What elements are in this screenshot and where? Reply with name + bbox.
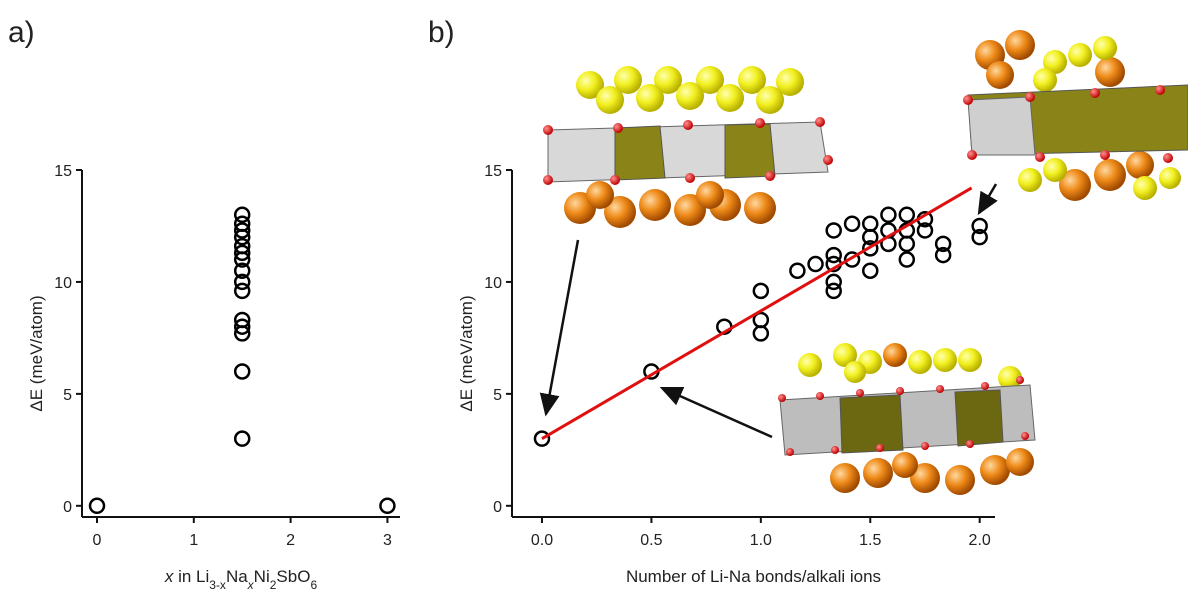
data-point: [379, 497, 396, 515]
data-point: [233, 430, 251, 447]
y-axis-label: ΔE (meV/atom): [457, 295, 476, 411]
y-axis-label: ΔE (meV/atom): [27, 295, 46, 411]
y-tick-label: 10: [54, 275, 72, 292]
data-point: [233, 273, 251, 291]
x-tick-label: 2: [286, 532, 295, 549]
data-point: [233, 206, 251, 224]
panel-label: a): [8, 16, 35, 49]
data-point: [233, 215, 251, 232]
x-axis-label-part: x: [164, 567, 174, 586]
data-point: [233, 237, 251, 255]
x-tick-label: 2.0: [969, 532, 991, 549]
structure-3: [778, 343, 1036, 495]
data-point: [233, 222, 251, 239]
y-tick-label: 0: [63, 499, 72, 516]
x-axis-label-part: in Li: [173, 567, 209, 586]
y-tick-label: 10: [484, 275, 502, 292]
data-point: [862, 215, 879, 232]
data-point: [825, 246, 842, 264]
data-point: [898, 235, 916, 253]
data-point: [971, 228, 988, 246]
data-point: [934, 246, 952, 264]
x-axis-label-part: x: [247, 578, 255, 590]
y-tick-label: 15: [484, 163, 502, 180]
data-point: [233, 244, 251, 262]
data-point: [971, 217, 988, 235]
data-point: [88, 497, 106, 515]
x-tick-label: 1.0: [750, 532, 772, 549]
structure-1: [543, 66, 833, 228]
data-point: [233, 311, 251, 329]
data-point: [233, 318, 251, 335]
x-tick-label: 1.5: [859, 532, 881, 549]
data-point: [898, 206, 916, 224]
x-tick-label: 0.5: [640, 532, 662, 549]
x-axis-label: Number of Li-Na bonds/alkali ions: [626, 567, 881, 586]
data-point: [843, 215, 861, 232]
data-point: [825, 222, 842, 239]
panel-label: b): [428, 16, 455, 49]
data-point: [862, 240, 879, 257]
data-point: [789, 262, 806, 279]
x-tick-label: 0: [93, 532, 102, 549]
x-tick-label: 0.0: [531, 532, 553, 549]
data-point: [843, 251, 861, 268]
data-point: [862, 262, 879, 279]
fit-line: [541, 186, 973, 440]
data-point: [898, 251, 916, 268]
data-point: [233, 262, 251, 279]
data-point: [752, 282, 770, 300]
x-axis-label: x in Li3-xNaxNi2SbO6: [164, 567, 318, 590]
x-axis-label-part: Number of Li-Na bonds/alkali ions: [626, 567, 881, 586]
data-point: [233, 282, 251, 300]
y-tick-label: 0: [493, 499, 502, 516]
data-point: [825, 273, 842, 291]
data-point: [752, 325, 770, 342]
x-axis-label-part: Na: [226, 567, 248, 586]
x-axis-label-part: SbO: [276, 567, 310, 586]
data-point: [934, 235, 952, 253]
y-tick-label: 5: [63, 387, 72, 404]
arrows: [539, 183, 998, 439]
x-axis-label-part: 2: [270, 578, 277, 590]
x-axis-label-part: 3-x: [209, 578, 226, 590]
x-tick-label: 1: [189, 532, 198, 549]
data-point: [807, 255, 824, 273]
data-point: [916, 222, 934, 239]
data-point: [233, 363, 251, 380]
data-point: [533, 430, 551, 447]
x-axis-label-part: Ni: [254, 567, 270, 586]
data-point: [752, 311, 770, 329]
x-tick-label: 3: [383, 532, 392, 549]
data-point: [825, 282, 842, 300]
y-tick-label: 15: [54, 163, 72, 180]
data-point: [880, 206, 897, 224]
structure-2: [963, 30, 1188, 201]
x-axis-label-part: 6: [310, 578, 317, 590]
y-tick-label: 5: [493, 387, 502, 404]
